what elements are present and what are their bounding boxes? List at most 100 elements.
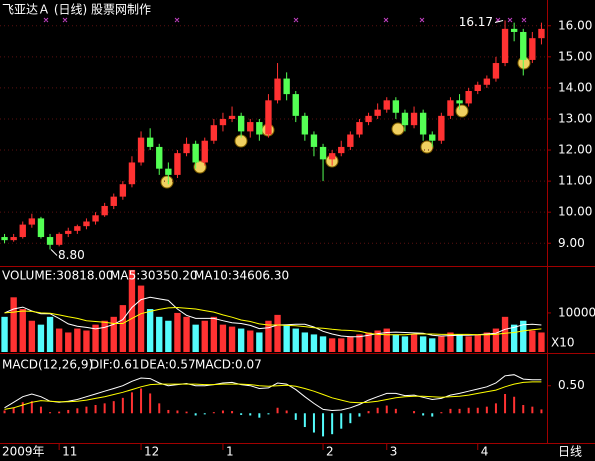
volume-bar bbox=[529, 330, 536, 352]
signal-marks bbox=[43, 17, 527, 23]
volume-bar bbox=[28, 320, 36, 352]
volume-bar bbox=[183, 316, 190, 352]
volume-bar bbox=[137, 285, 145, 352]
candle-body bbox=[447, 100, 454, 116]
volume-bar bbox=[538, 332, 545, 352]
candle-body bbox=[374, 109, 381, 116]
volume-bar bbox=[256, 332, 263, 352]
volume-bar bbox=[146, 309, 154, 352]
volume-bar bbox=[55, 328, 63, 352]
x-tick-label: 1 bbox=[226, 445, 234, 459]
volume-bar bbox=[46, 316, 54, 352]
candle-body bbox=[310, 134, 318, 147]
candle-body bbox=[101, 205, 108, 216]
volume-bar bbox=[501, 316, 509, 352]
low-arrow bbox=[50, 249, 58, 256]
candle-body bbox=[74, 226, 81, 231]
chart-title: 飞亚达Ａ (日线) 股票网制作 bbox=[2, 3, 151, 17]
candle-body bbox=[92, 215, 99, 222]
candle-body bbox=[110, 196, 117, 206]
volume-bar bbox=[338, 338, 345, 352]
volume-bar bbox=[128, 269, 136, 352]
candle-body bbox=[265, 100, 272, 135]
candle-body bbox=[328, 153, 336, 160]
volume-bar bbox=[219, 324, 227, 352]
candle-body bbox=[419, 112, 427, 135]
volume-bar bbox=[465, 336, 472, 352]
volume-bar bbox=[210, 316, 218, 352]
y-tick-label: 12.00 bbox=[558, 143, 592, 157]
candle-body bbox=[37, 218, 45, 238]
y-tick-label: 9.00 bbox=[558, 236, 585, 250]
volume-bar bbox=[192, 324, 199, 352]
candle-body bbox=[501, 28, 509, 64]
macd-title: MACD(12,26,9) bbox=[2, 358, 93, 372]
line-series bbox=[4, 374, 542, 412]
legend-entry: MA10:34606.30 bbox=[194, 269, 289, 283]
volume-bar bbox=[310, 334, 318, 352]
candle-body bbox=[156, 146, 163, 169]
y-tick-label: 11.00 bbox=[558, 174, 592, 188]
candle-body bbox=[347, 134, 354, 147]
volume-bar bbox=[474, 334, 481, 352]
x-year-label: 2009年 bbox=[2, 445, 45, 459]
candle-body bbox=[28, 218, 36, 225]
high-arrow bbox=[494, 19, 504, 23]
volume-bar bbox=[92, 324, 99, 352]
candle-body bbox=[429, 134, 436, 141]
volume-bar bbox=[110, 316, 117, 352]
candle-body bbox=[538, 28, 545, 39]
panel-frames bbox=[0, 0, 595, 444]
candle-body bbox=[128, 162, 136, 185]
volume-bar bbox=[156, 316, 163, 352]
candle-body bbox=[192, 143, 199, 163]
volume-bar bbox=[65, 332, 72, 352]
x-tick-label: 2 bbox=[326, 445, 334, 459]
volume-bar bbox=[365, 332, 372, 352]
volume-bar bbox=[483, 332, 491, 352]
volume-bar bbox=[37, 324, 45, 352]
volume-bar bbox=[419, 336, 427, 352]
candle-body bbox=[401, 112, 409, 126]
volume-bar bbox=[274, 314, 281, 352]
volume-bar bbox=[74, 328, 81, 352]
volume-bar bbox=[165, 320, 172, 352]
candle-body bbox=[10, 237, 17, 241]
candle-body bbox=[146, 137, 154, 147]
y-tick-label: 15.00 bbox=[558, 49, 592, 63]
volume-bar bbox=[292, 328, 299, 352]
unit-label: X10 bbox=[551, 336, 575, 350]
candle-body bbox=[383, 100, 390, 110]
period-label: 日线 bbox=[558, 445, 582, 459]
candle-body bbox=[237, 115, 245, 132]
candle-body bbox=[219, 118, 227, 126]
volume-bar bbox=[237, 328, 245, 352]
volume-bar bbox=[283, 324, 290, 352]
volume-bar bbox=[247, 330, 254, 352]
candle-body bbox=[338, 146, 345, 154]
candle-body bbox=[319, 146, 327, 160]
volume-bar bbox=[429, 338, 436, 352]
legend-entry: DEA:0.57 bbox=[140, 358, 196, 372]
candle-body bbox=[492, 63, 500, 79]
volume-title: VOLUME:30818.00 bbox=[2, 269, 114, 283]
candle-body bbox=[183, 143, 190, 154]
volume-bar bbox=[447, 332, 454, 352]
low-annotation: 8.80 bbox=[58, 248, 85, 262]
candle-body bbox=[174, 153, 181, 175]
candle-body bbox=[392, 100, 400, 113]
candle-body bbox=[19, 224, 26, 238]
x-tick-label: 4 bbox=[481, 445, 489, 459]
candle-body bbox=[529, 38, 536, 60]
candle-body bbox=[247, 122, 254, 132]
candle-body bbox=[55, 233, 63, 245]
candle-body bbox=[210, 125, 218, 141]
candle-body bbox=[201, 140, 208, 163]
volume-bar bbox=[510, 324, 518, 352]
candle-body bbox=[65, 230, 72, 234]
volume-bar bbox=[374, 330, 381, 352]
x-tick-label: 11 bbox=[62, 445, 77, 459]
candle-body bbox=[46, 237, 54, 245]
